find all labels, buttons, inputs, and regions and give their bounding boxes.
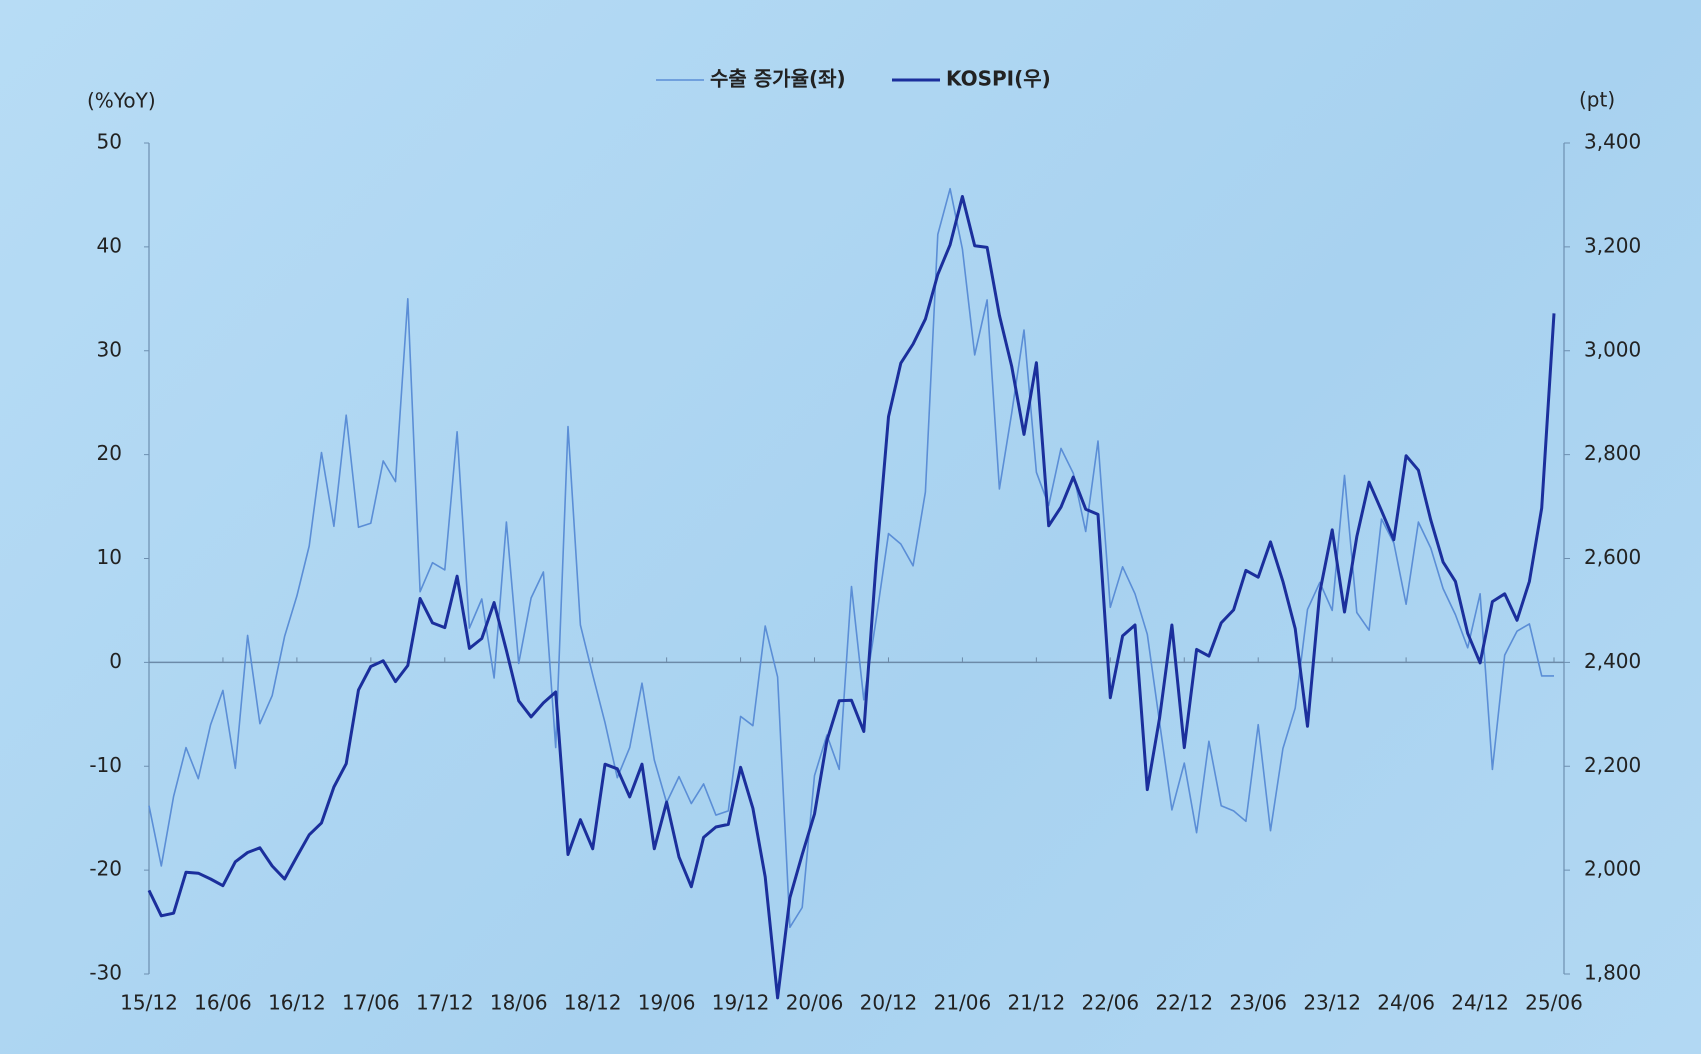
series-line: [147, 195, 1556, 1000]
x-tick-label: 21/12: [1008, 991, 1066, 1015]
y2-tick-label: 2,400: [1584, 649, 1641, 673]
x-tick-label: 20/12: [860, 991, 918, 1015]
y2-tick-label: 2,000: [1584, 857, 1641, 881]
y2-tick-label: 2,800: [1584, 441, 1641, 465]
y2-tick-label: 2,600: [1584, 545, 1641, 569]
y-tick-label: -20: [89, 857, 122, 881]
x-tick-label: 17/06: [342, 991, 400, 1015]
legend-label: 수출 증가율(좌): [710, 67, 846, 91]
y2-tick-label: 3,400: [1584, 130, 1641, 154]
x-tick-label: 23/12: [1303, 991, 1361, 1015]
x-tick-label: 24/06: [1377, 991, 1435, 1015]
series-line: [148, 187, 1554, 929]
x-tick-label: 22/06: [1081, 991, 1139, 1015]
x-tick-label: 25/06: [1525, 991, 1583, 1015]
x-tick-label: 19/12: [712, 991, 770, 1015]
x-tick-label: 18/06: [490, 991, 548, 1015]
y-tick-label: -10: [89, 753, 122, 777]
x-tick-label: 22/12: [1155, 991, 1213, 1015]
y2-tick-label: 3,000: [1584, 337, 1641, 361]
y-tick-label: 20: [97, 441, 122, 465]
legend-label: KOSPI(우): [946, 67, 1051, 91]
y-tick-label: 30: [97, 337, 122, 361]
x-tick-label: 24/12: [1451, 991, 1509, 1015]
y-axis-title: (%YoY): [87, 89, 156, 113]
x-tick-label: 21/06: [934, 991, 992, 1015]
y2-axis-title: (pt): [1579, 88, 1615, 112]
x-tick-label: 23/06: [1229, 991, 1287, 1015]
x-tick-label: 20/06: [786, 991, 844, 1015]
y-tick-label: -30: [89, 961, 122, 985]
x-tick-label: 16/06: [194, 991, 252, 1015]
x-tick-label: 15/12: [120, 991, 178, 1015]
x-tick-label: 16/12: [268, 991, 326, 1015]
y2-tick-label: 2,200: [1584, 753, 1641, 777]
y-tick-label: 50: [97, 130, 122, 154]
y2-tick-label: 3,200: [1584, 233, 1641, 257]
y2-tick-label: 1,800: [1584, 961, 1641, 985]
x-tick-label: 19/06: [638, 991, 696, 1015]
y-tick-label: 0: [109, 649, 122, 673]
x-tick-label: 18/12: [564, 991, 622, 1015]
y-tick-label: 10: [97, 545, 122, 569]
y-tick-label: 40: [97, 233, 122, 257]
x-tick-label: 17/12: [416, 991, 474, 1015]
